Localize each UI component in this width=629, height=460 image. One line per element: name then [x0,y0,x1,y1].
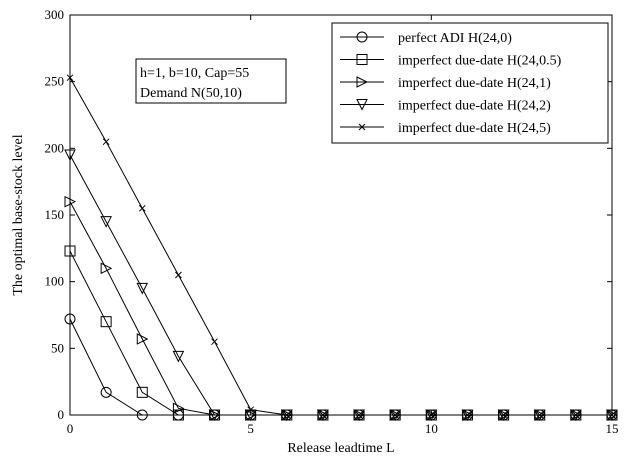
x-marker-stroke [211,338,218,346]
series-line [69,77,612,416]
y-tick-label: 0 [58,407,65,422]
legend-box [331,22,609,144]
legend-entry-2: imperfect due-date H(24,0.5) [340,54,562,69]
legend-entry-4: imperfect due-date H(24,2) [340,99,551,114]
data-point [172,409,184,421]
legend-label: perfect ADI H(24,0) [398,31,512,46]
data-point [100,216,112,228]
legend-marker [356,54,368,65]
x-marker-stroke [283,411,291,419]
legend-label: imperfect due-date H(24,1) [398,76,551,91]
y-axis-title: The optimal base-stock level [11,134,26,295]
x-tick-label: 15 [606,421,619,436]
x-marker-stroke [247,406,255,414]
y-tick-label: 200 [45,140,65,155]
legend-marker [356,31,368,43]
data-point [464,411,471,419]
data-point [64,149,76,162]
x-marker-stroke [572,411,580,419]
y-tick-label: 150 [45,207,65,222]
data-point [608,411,616,419]
data-point [172,402,185,415]
legend-entry-3: imperfect due-date H(24,1) [340,76,551,91]
data-point [500,411,507,419]
data-point [536,411,544,419]
x-marker-stroke [138,204,146,212]
data-point [319,411,327,419]
data-point [211,338,218,346]
legend-entry-1: perfect ADI H(24,0) [340,31,512,46]
x-marker-stroke [427,411,435,419]
x-marker-stroke [319,411,327,419]
x-marker-stroke [358,123,366,131]
series-group [64,74,619,422]
y-tick-label: 100 [45,274,65,289]
data-point [64,245,76,257]
y-tick-label: 250 [45,74,65,89]
legend-marker [356,99,368,111]
data-point [355,411,363,419]
x-marker-stroke [500,411,507,419]
data-point [136,282,149,295]
y-tick-label: 50 [51,340,64,355]
annotation-line-params: h=1, b=10, Cap=55 [140,66,249,81]
legend-label: imperfect due-date H(24,5) [398,121,551,136]
data-point [136,386,148,398]
x-tick-label: 0 [67,421,74,436]
data-point [391,411,399,419]
legend-label: imperfect due-date H(24,2) [398,99,551,114]
x-marker-stroke [464,411,471,419]
annotation-box: h=1, b=10, Cap=55 Demand N(50,10) [135,58,287,104]
annotation-line-demand: Demand N(50,10) [140,86,242,101]
annotation-border [135,58,287,104]
x-marker-stroke [102,138,110,146]
x-tick-label: 10 [425,421,438,436]
x-axis-title: Release leadtime L [287,441,394,456]
data-point [572,411,580,419]
x-marker-stroke [175,271,182,279]
y-tick-label: 300 [45,7,65,22]
x-tick-label: 5 [247,421,254,436]
legend-marker [356,76,369,88]
data-point [247,406,255,414]
data-point [175,271,182,279]
data-point [64,195,77,208]
data-point [209,409,221,421]
data-point [136,333,149,345]
legend-marker [358,123,366,131]
data-point [283,411,291,419]
data-point [138,204,146,212]
data-point [100,316,112,328]
data-point [172,350,185,363]
legend-entry-5: imperfect due-date H(24,5) [340,121,551,136]
data-point [136,409,148,421]
data-point [100,262,113,275]
x-marker-stroke [391,411,399,419]
x-marker-stroke [355,411,363,419]
series-5 [66,74,616,419]
legend-label: imperfect due-date H(24,0.5) [398,54,562,69]
x-marker-stroke [608,411,616,419]
data-point [64,313,76,325]
x-marker-stroke [536,411,544,419]
data-point [100,386,112,398]
data-point [427,411,435,419]
data-point [66,74,74,82]
data-point [208,409,221,422]
data-point [102,138,110,146]
legend: perfect ADI H(24,0) imperfect due-date H(… [331,22,609,144]
x-marker-stroke [66,74,74,82]
